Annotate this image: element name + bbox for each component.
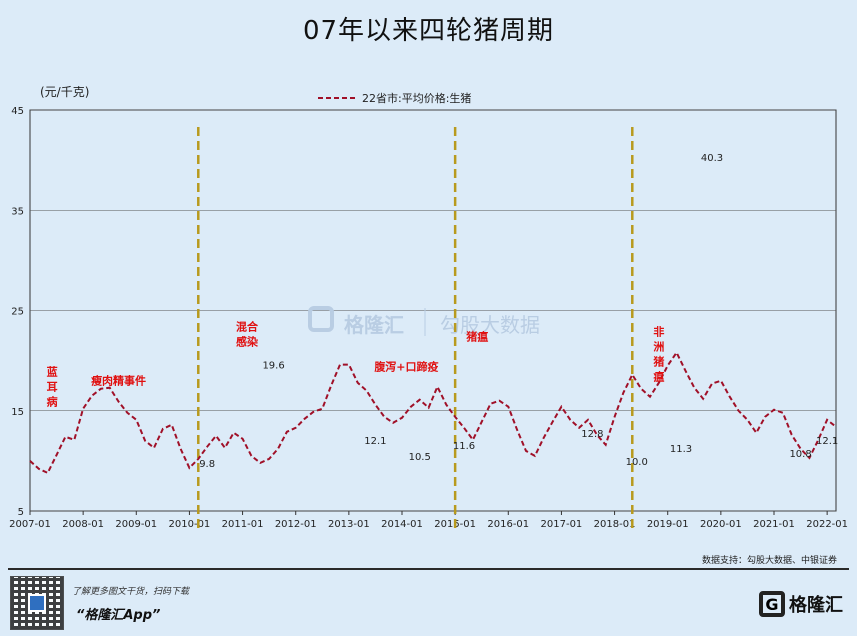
event-annotation: 猪瘟 bbox=[465, 330, 488, 344]
legend-label: 22省市:平均价格:生猪 bbox=[362, 91, 471, 105]
y-tick-label: 5 bbox=[18, 507, 24, 518]
value-label: 10.8 bbox=[789, 449, 811, 460]
event-annotation: 腹泻+口蹄疫 bbox=[374, 360, 438, 374]
x-tick-label: 2014-01 bbox=[381, 519, 423, 530]
watermark-right: 勾股大数据 bbox=[440, 313, 540, 337]
x-tick-label: 2017-01 bbox=[541, 519, 583, 530]
value-label: 12.1 bbox=[364, 436, 386, 447]
footer-divider bbox=[8, 568, 849, 570]
app-name-text[interactable]: “格隆汇App” bbox=[76, 608, 161, 623]
x-tick-label: 2007-01 bbox=[9, 519, 51, 530]
value-label: 9.8 bbox=[199, 459, 215, 470]
x-tick-label: 2021-01 bbox=[753, 519, 795, 530]
x-tick-label: 2018-01 bbox=[594, 519, 636, 530]
brand-logo: G 格隆汇 bbox=[759, 586, 843, 622]
qr-logo-icon bbox=[28, 594, 46, 612]
x-tick-label: 2010-01 bbox=[169, 519, 211, 530]
y-unit-label: (元/千克) bbox=[40, 85, 89, 99]
x-tick-label: 2011-01 bbox=[222, 519, 264, 530]
promo-text: 了解更多图文干货，扫码下载 bbox=[72, 587, 190, 597]
value-label: 40.3 bbox=[701, 153, 723, 164]
event-annotation: 瘦肉精事件 bbox=[91, 374, 146, 388]
x-tick-label: 2019-01 bbox=[647, 519, 689, 530]
x-tick-label: 2016-01 bbox=[487, 519, 529, 530]
y-tick-label: 25 bbox=[11, 307, 24, 318]
x-tick-label: 2012-01 bbox=[275, 519, 317, 530]
series-line bbox=[29, 350, 837, 475]
value-label: 11.6 bbox=[453, 441, 475, 452]
y-tick-label: 15 bbox=[11, 407, 24, 418]
x-tick-label: 2022-01 bbox=[806, 519, 848, 530]
y-tick-label: 35 bbox=[11, 206, 24, 217]
value-label: 11.3 bbox=[670, 444, 692, 455]
x-tick-label: 2009-01 bbox=[115, 519, 157, 530]
value-label: 10.5 bbox=[409, 452, 431, 463]
event-annotation: 蓝耳病 bbox=[47, 365, 58, 409]
watermark-left: 格隆汇 bbox=[344, 313, 404, 337]
brand-g-icon: G bbox=[759, 591, 785, 617]
value-label: 19.6 bbox=[262, 361, 284, 372]
value-label: 10.0 bbox=[626, 457, 648, 468]
y-tick-label: 45 bbox=[11, 106, 24, 117]
value-label: 12.1 bbox=[816, 436, 838, 447]
x-tick-label: 2020-01 bbox=[700, 519, 742, 530]
x-tick-label: 2013-01 bbox=[328, 519, 370, 530]
value-label: 12.8 bbox=[581, 429, 603, 440]
event-annotation: 混合感染 bbox=[236, 320, 259, 349]
x-tick-label: 2008-01 bbox=[62, 519, 104, 530]
event-annotation: 非洲猪瘟 bbox=[652, 325, 664, 384]
source-note: 数据支持：勾股大数据、中银证券 bbox=[701, 556, 837, 566]
chart-title: 07年以来四轮猪周期 bbox=[302, 16, 555, 46]
brand-name: 格隆汇 bbox=[789, 595, 843, 616]
watermark-logo-icon bbox=[308, 306, 334, 332]
